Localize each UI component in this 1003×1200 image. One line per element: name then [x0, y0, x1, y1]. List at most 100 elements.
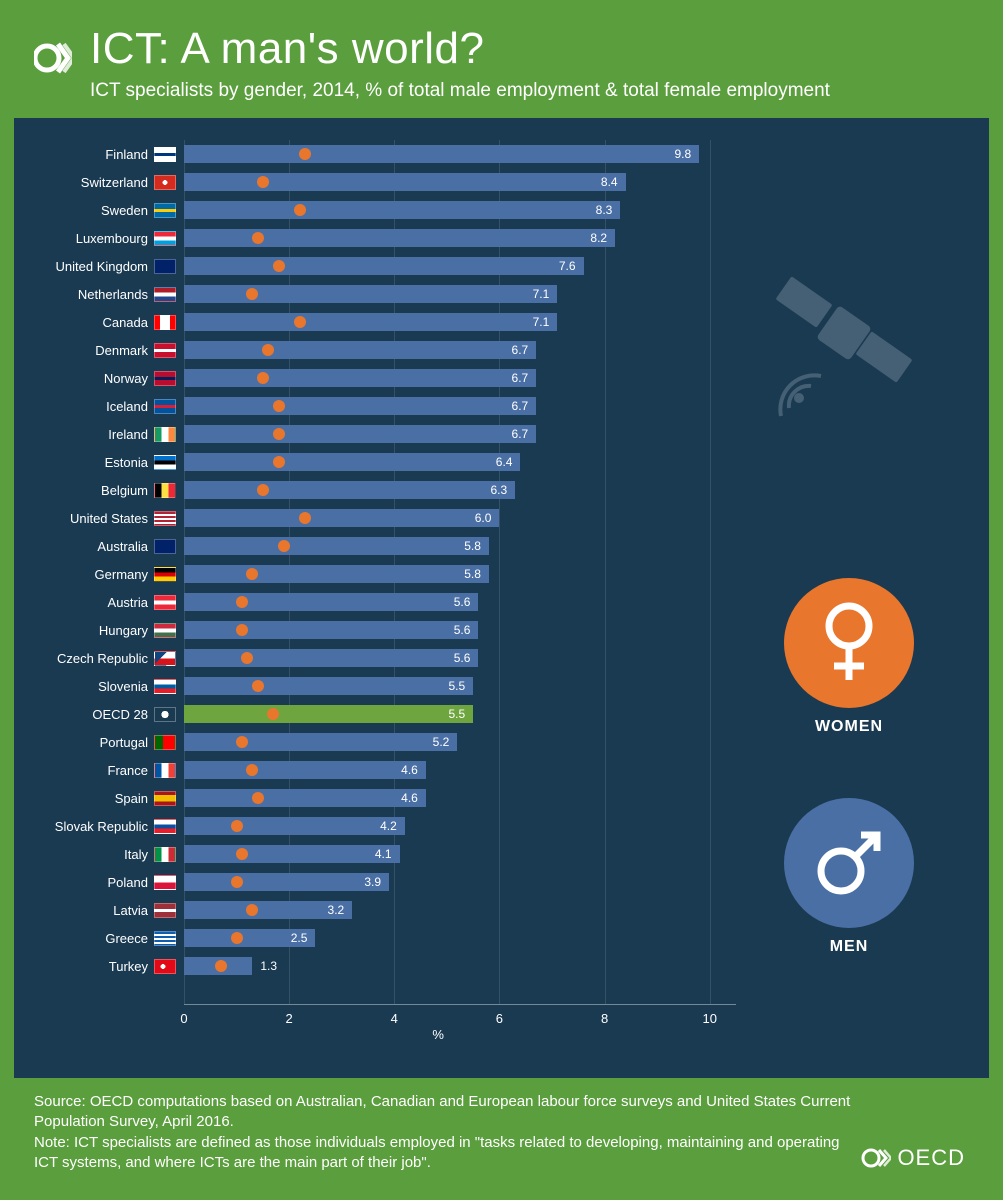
- chart-row: Iceland6.7: [36, 392, 736, 420]
- dot-women: [246, 764, 258, 776]
- bar-value: 7.1: [533, 287, 550, 301]
- flag-icon: [154, 511, 176, 526]
- bar-men: 5.6: [184, 649, 478, 667]
- x-axis: % 0246810: [184, 1004, 736, 1040]
- country-label: Netherlands: [36, 287, 154, 302]
- dot-women: [273, 260, 285, 272]
- dot-women: [236, 624, 248, 636]
- dot-women: [236, 736, 248, 748]
- chart-row: Netherlands 7.1: [36, 280, 736, 308]
- dot-women: [262, 344, 274, 356]
- chart-row: Spain 4.6: [36, 784, 736, 812]
- flag-icon: [154, 707, 176, 722]
- x-axis-label: %: [432, 1027, 444, 1042]
- bar-value: 3.2: [328, 903, 345, 917]
- country-label: Australia: [36, 539, 154, 554]
- country-label: Czech Republic: [36, 651, 154, 666]
- country-label: Hungary: [36, 623, 154, 638]
- bar-value: 4.1: [375, 847, 392, 861]
- footer: Source: OECD computations based on Austr…: [14, 1078, 989, 1181]
- country-label: Poland: [36, 875, 154, 890]
- chart-row: United States 6.0: [36, 504, 736, 532]
- bar-value: 5.2: [433, 735, 450, 749]
- country-label: Ireland: [36, 427, 154, 442]
- bar-men: 6.7: [184, 397, 536, 415]
- dot-women: [231, 932, 243, 944]
- bar-value: 6.4: [496, 455, 513, 469]
- country-label: Austria: [36, 595, 154, 610]
- bar-value: 3.9: [364, 875, 381, 889]
- flag-icon: [154, 175, 176, 190]
- dot-women: [231, 876, 243, 888]
- flag-icon: [154, 371, 176, 386]
- bar-men: 3.2: [184, 901, 352, 919]
- flag-icon: [154, 931, 176, 946]
- dot-women: [236, 848, 248, 860]
- chart-row: Slovenia5.5: [36, 672, 736, 700]
- country-label: Estonia: [36, 455, 154, 470]
- flag-icon: [154, 399, 176, 414]
- header: ICT: A man's world? ICT specialists by g…: [14, 14, 989, 118]
- country-label: United States: [36, 511, 154, 526]
- chart-row: Italy4.1: [36, 840, 736, 868]
- bar-value: 5.6: [454, 651, 471, 665]
- dot-women: [246, 288, 258, 300]
- chart-row: Latvia3.2: [36, 896, 736, 924]
- country-label: United Kingdom: [36, 259, 154, 274]
- flag-icon: [154, 427, 176, 442]
- flag-icon: [154, 231, 176, 246]
- country-label: Slovenia: [36, 679, 154, 694]
- chart-row: Estonia 6.4: [36, 448, 736, 476]
- country-label: Belgium: [36, 483, 154, 498]
- satellite-icon: [739, 258, 959, 443]
- country-label: Germany: [36, 567, 154, 582]
- x-tick: 8: [601, 1011, 608, 1026]
- bar-men: 5.8: [184, 565, 489, 583]
- bar-value: 6.0: [475, 511, 492, 525]
- x-tick: 10: [702, 1011, 716, 1026]
- note-text: Note: ICT specialists are defined as tho…: [34, 1133, 854, 1174]
- chart-row: Portugal5.2: [36, 728, 736, 756]
- bar-value: 5.8: [464, 567, 481, 581]
- chart-row: Hungary5.6: [36, 616, 736, 644]
- chart-row: Belgium 6.3: [36, 476, 736, 504]
- bar-value: 5.8: [464, 539, 481, 553]
- dot-women: [241, 652, 253, 664]
- dot-women: [273, 456, 285, 468]
- country-label: Finland: [36, 147, 154, 162]
- flag-icon: [154, 651, 176, 666]
- flag-icon: [154, 147, 176, 162]
- bar-men: 8.3: [184, 201, 620, 219]
- country-label: Spain: [36, 791, 154, 806]
- country-label: France: [36, 763, 154, 778]
- bar-value: 6.7: [512, 371, 529, 385]
- bar-value: 7.6: [559, 259, 576, 273]
- dot-women: [246, 904, 258, 916]
- bar-chart: Finland9.8Switzerland8.4Sweden8.3Luxembo…: [36, 140, 736, 1040]
- bar-men: 6.4: [184, 453, 520, 471]
- flag-icon: [154, 539, 176, 554]
- bar-value: 1.3: [252, 959, 277, 973]
- chart-row: Canada7.1: [36, 308, 736, 336]
- bar-men: 6.7: [184, 425, 536, 443]
- legend-women-label: WOMEN: [749, 718, 949, 736]
- bar-men: 9.8: [184, 145, 699, 163]
- country-label: Slovak Republic: [36, 819, 154, 834]
- dot-women: [257, 176, 269, 188]
- flag-icon: [154, 903, 176, 918]
- page-subtitle: ICT specialists by gender, 2014, % of to…: [90, 80, 969, 102]
- dot-women: [215, 960, 227, 972]
- bar-men: 4.6: [184, 789, 426, 807]
- x-tick: 0: [180, 1011, 187, 1026]
- source-text: Source: OECD computations based on Austr…: [34, 1092, 854, 1133]
- bar-value: 5.5: [448, 707, 465, 721]
- flag-icon: [154, 455, 176, 470]
- bar-men: 6.3: [184, 481, 515, 499]
- page-title: ICT: A man's world?: [90, 24, 969, 74]
- chart-row: Sweden8.3: [36, 196, 736, 224]
- chart-row: Greece2.5: [36, 924, 736, 952]
- dot-women: [267, 708, 279, 720]
- dot-women: [278, 540, 290, 552]
- country-label: Turkey: [36, 959, 154, 974]
- flag-icon: [154, 735, 176, 750]
